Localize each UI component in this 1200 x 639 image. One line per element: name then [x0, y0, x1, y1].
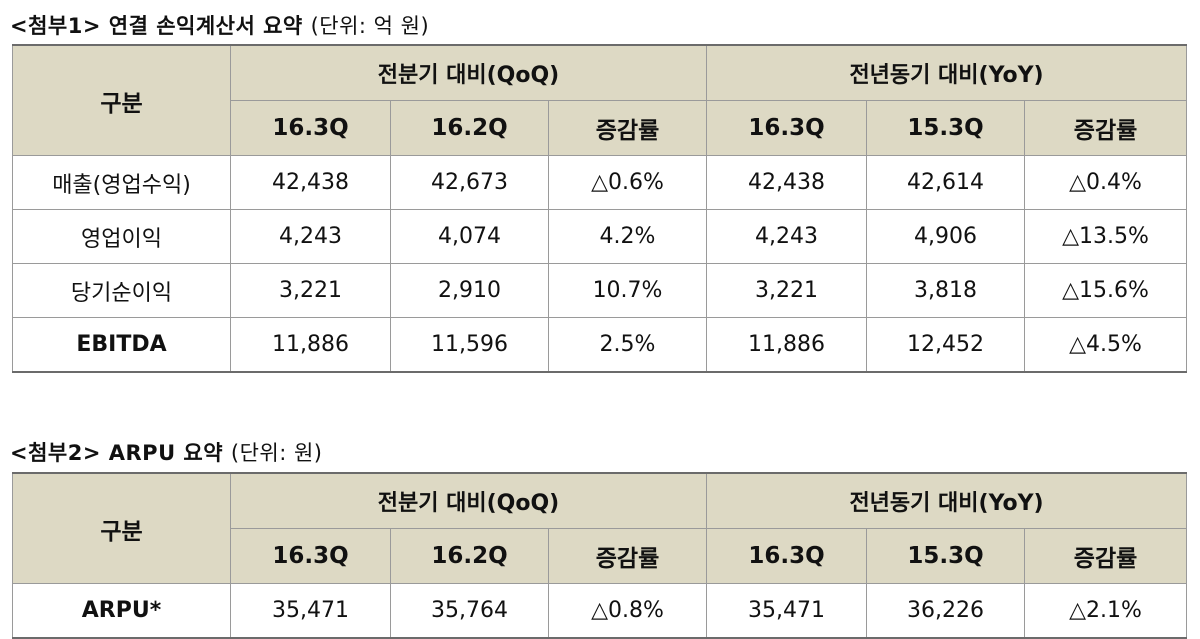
sub-header: 15.3Q — [866, 100, 1026, 156]
sub-header: 증감률 — [547, 528, 708, 584]
table-cell: 11,886 — [706, 317, 868, 373]
table-cell: 42,673 — [390, 155, 549, 210]
sub-header: 16.3Q — [230, 100, 391, 156]
arpu-table: 구분 전분기 대비(QoQ) 전년동기 대비(YoY) 16.3Q 16.2Q … — [12, 472, 1188, 639]
sub-header: 16.3Q — [706, 528, 868, 584]
sub-header: 16.2Q — [390, 100, 549, 156]
sub-header: 증감률 — [547, 100, 708, 156]
table-cell: 11,596 — [390, 317, 549, 373]
row-label: 영업이익 — [12, 209, 231, 264]
table-cell: 10.7% — [547, 263, 708, 318]
table-cell: △13.5% — [1024, 209, 1188, 264]
table-row: EBITDA 11,886 11,596 2.5% 11,886 12,452 … — [12, 317, 1188, 373]
section-title-arpu: <첨부2> ARPU 요약 (단위: 원) — [10, 437, 323, 467]
table-cell: 4,243 — [706, 209, 868, 264]
table-cell: 4,243 — [230, 209, 391, 264]
table-cell: 12,452 — [866, 317, 1026, 373]
table-cell: △0.4% — [1024, 155, 1188, 210]
sub-header: 15.3Q — [866, 528, 1026, 584]
group-header-yoy: 전년동기 대비(YoY) — [706, 44, 1188, 101]
table-cell: 42,438 — [230, 155, 391, 210]
table-cell: 3,221 — [230, 263, 391, 318]
table-cell: 4.2% — [547, 209, 708, 264]
table-cell: 11,886 — [230, 317, 391, 373]
group-header-qoq: 전분기 대비(QoQ) — [229, 472, 708, 529]
table-row: 당기순이익 3,221 2,910 10.7% 3,221 3,818 △15.… — [12, 263, 1188, 318]
sub-header: 16.2Q — [390, 528, 549, 584]
group-header-qoq: 전분기 대비(QoQ) — [229, 44, 708, 101]
sub-header: 16.3Q — [230, 528, 391, 584]
table-cell: 42,614 — [866, 155, 1026, 210]
table-cell: △0.6% — [547, 155, 708, 210]
row-label: 매출(영업수익) — [12, 155, 231, 210]
table-cell: 2.5% — [547, 317, 708, 373]
table-row: 영업이익 4,243 4,074 4.2% 4,243 4,906 △13.5% — [12, 209, 1188, 264]
group-header-yoy: 전년동기 대비(YoY) — [706, 472, 1188, 529]
sub-header: 증감률 — [1024, 528, 1188, 584]
table-cell: 2,910 — [390, 263, 549, 318]
table-cell: 42,438 — [706, 155, 868, 210]
label-header: 구분 — [12, 44, 231, 156]
table-row: 매출(영업수익) 42,438 42,673 △0.6% 42,438 42,6… — [12, 155, 1188, 210]
section-title-text: <첨부1> 연결 손익계산서 요약 — [10, 14, 303, 38]
table-cell: 4,906 — [866, 209, 1026, 264]
label-header: 구분 — [12, 472, 231, 584]
section-title-text: <첨부2> ARPU 요약 — [10, 441, 224, 465]
income-statement-table: 구분 전분기 대비(QoQ) 전년동기 대비(YoY) 16.3Q 16.2Q … — [12, 44, 1188, 373]
table-cell: 4,074 — [390, 209, 549, 264]
sub-header: 16.3Q — [706, 100, 868, 156]
section-title-income-statement: <첨부1> 연결 손익계산서 요약 (단위: 억 원) — [10, 10, 429, 40]
table-cell: 3,221 — [706, 263, 868, 318]
section-unit-text: (단위: 원) — [230, 441, 323, 465]
row-label: EBITDA — [12, 317, 231, 373]
section-unit-text: (단위: 억 원) — [310, 14, 430, 38]
sub-header: 증감률 — [1024, 100, 1188, 156]
table-cell: △4.5% — [1024, 317, 1188, 373]
table-cell: △15.6% — [1024, 263, 1188, 318]
row-label: 당기순이익 — [12, 263, 231, 318]
table-cell: 3,818 — [866, 263, 1026, 318]
